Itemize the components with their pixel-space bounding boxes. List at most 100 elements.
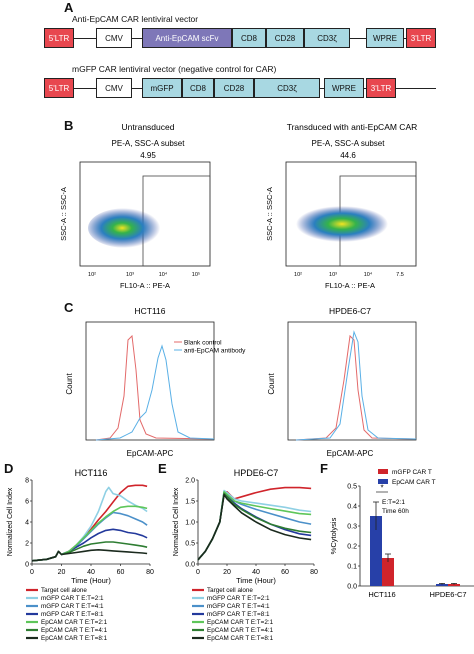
chart-d-ytick-label-2: 4 <box>25 520 29 527</box>
hist-left-title: HCT116 <box>134 306 165 316</box>
chart-e-series-line-1 <box>197 489 312 561</box>
chart-f-category-1: HPDE6-C7 <box>429 590 466 599</box>
chart-e-series-line-0 <box>197 486 312 561</box>
flow-left-xlabel: FL10-A :: PE-A <box>120 281 170 290</box>
chart-e-ytick-label-4: 2.0 <box>185 478 195 485</box>
flow-left-gate-label: PE-A, SSC-A subset <box>112 139 186 148</box>
chart-e-ytick-label-0: 0.0 <box>185 562 195 569</box>
chart-f-ytick-label-1: 0.1 <box>347 564 357 571</box>
chart-f-legend-swatch-1 <box>378 479 388 484</box>
chart-d-xtick-label-3: 60 <box>117 569 125 576</box>
flow-left-xtick-2: 10³ <box>126 272 134 278</box>
flow-right-dot-cloud <box>296 206 388 242</box>
chart-f-ylabel: %Cytolysis <box>329 517 338 554</box>
chart-d-legend-label-3: mGFP CAR T E:T=8:1 <box>41 611 104 618</box>
hist-right-antibody-curve <box>295 330 417 441</box>
chart-d-xtick-label-4: 80 <box>146 569 154 576</box>
vector1-map: 5'LTR CMV Anti-EpCAM scFv CD8 CD28 CD3ζ … <box>44 28 436 48</box>
chart-d-ytick-label-3: 6 <box>25 499 29 506</box>
chart-d-series-line-0 <box>31 484 148 562</box>
vector1-scfv: Anti-EpCAM scFv <box>142 28 232 48</box>
chart-d-series-line-2 <box>31 511 148 562</box>
hist-left-blank-curve <box>95 334 215 441</box>
chart-f-condition-line2: Time 60h <box>382 508 409 515</box>
chart-f-ytick-label-0: 0.0 <box>347 584 357 591</box>
chart-f-ytick-label-2: 0.2 <box>347 544 357 551</box>
chart-f-ytick-label-5: 0.5 <box>347 484 357 491</box>
chart-e-xlabel: Time (Hour) <box>236 576 276 585</box>
chart-d-legend-label-2: mGFP CAR T E:T=4:1 <box>41 603 104 610</box>
flow-right-title: Transduced with anti-EpCAM CAR <box>287 122 418 132</box>
vector1-5ltr: 5'LTR <box>44 28 74 48</box>
vector2-cd28: CD28 <box>214 78 254 98</box>
chart-d-ytick-label-1: 2 <box>25 541 29 548</box>
chart-e-xtick-label-3: 60 <box>281 569 289 576</box>
chart-d-xtick-label-1: 20 <box>58 569 66 576</box>
chart-d-legend-label-0: Target cell alone <box>41 587 87 594</box>
histogram-panel: HCT116 Blank control anti-EpCAM antibody… <box>65 306 417 458</box>
hist-right-blank-curve <box>295 334 417 441</box>
hist-legend-antibody: anti-EpCAM antibody <box>184 348 246 355</box>
chart-e-title: HPDE6-C7 <box>234 468 279 478</box>
chart-f-bar-1-0 <box>448 584 460 586</box>
vector2-5ltr: 5'LTR <box>44 78 74 98</box>
vector1-3ltr: 3'LTR <box>406 28 436 48</box>
flow-cytometry-panel: Untransduced PE-A, SSC-A subset 4.95 SSC… <box>59 122 418 290</box>
vector2-title: mGFP CAR lentiviral vector (negative con… <box>72 64 277 74</box>
flow-left-xtick-4: 10⁵ <box>192 271 200 278</box>
hist-left-xlabel: EpCAM-APC <box>127 449 174 458</box>
chart-e-legend-label-3: mGFP CAR T E:T=8:1 <box>207 611 270 618</box>
flow-right-gate-label: PE-A, SSC-A subset <box>312 139 386 148</box>
chart-d-series-line-6 <box>31 549 148 562</box>
vector2-cd8: CD8 <box>182 78 214 98</box>
vector1-cmv: CMV <box>96 28 132 48</box>
flow-left-xtick-1: 10² <box>88 272 96 278</box>
flow-left-dot-cloud <box>88 208 164 248</box>
flow-left-gate-value: 4.95 <box>140 151 156 160</box>
flow-left-ylabel: SSC-A :: SSC-A <box>59 187 68 241</box>
vector2-cd3z: CD3ζ <box>254 78 320 98</box>
chart-e-series-line-6 <box>197 493 312 561</box>
flow-right-xtick-4: 7.5 <box>396 272 404 278</box>
panel-label-b: B <box>64 118 74 133</box>
chart-d-legend-label-5: EpCAM CAR T E:T=4:1 <box>41 627 108 634</box>
chart-e-xtick-label-2: 40 <box>252 569 260 576</box>
vector2-wpre: WPRE <box>324 78 364 98</box>
hist-left-ylabel: Count <box>65 373 74 395</box>
panel-label-c: C <box>64 300 74 315</box>
panel-label-d: D <box>4 461 14 476</box>
hist-left-frame <box>85 321 215 441</box>
flow-right-xlabel: FL10-A :: PE-A <box>325 281 375 290</box>
hist-right-ylabel: Count <box>267 373 276 395</box>
chart-d-ylabel: Normalized Cell Index <box>7 487 14 556</box>
chart-e-ytick-label-3: 1.5 <box>185 499 195 506</box>
panel-label-f: F <box>320 461 328 476</box>
chart-f-bar-0-1 <box>370 516 382 586</box>
chart-e-series-line-4 <box>197 490 312 561</box>
chart-f-sig-star: * <box>380 484 383 493</box>
flow-right-xtick-1: 10² <box>294 272 302 278</box>
vector2-cmv: CMV <box>96 78 132 98</box>
chart-f-bar-0-0 <box>382 558 394 586</box>
panel-label-e: E <box>158 461 167 476</box>
chart-f-ytick-label-4: 0.4 <box>347 504 357 511</box>
chart-e-legend-label-0: Target cell alone <box>207 587 253 594</box>
chart-e-xtick-label-4: 80 <box>310 569 318 576</box>
chart-f-bar-1-1 <box>436 584 448 586</box>
chart-e-ytick-label-2: 1.0 <box>185 520 195 527</box>
chart-e-legend-label-4: EpCAM CAR T E:T=2:1 <box>207 619 274 626</box>
chart-f-category-0: HCT116 <box>368 590 395 599</box>
flow-right-xtick-3: 10⁴ <box>364 271 373 278</box>
chart-d-ytick-label-4: 8 <box>25 478 29 485</box>
chart-e-ytick-label-1: 0.5 <box>185 541 195 548</box>
vector1-cd28: CD28 <box>266 28 304 48</box>
hist-right-title: HPDE6-C7 <box>329 306 371 316</box>
flow-right-xtick-2: 10³ <box>329 272 337 278</box>
chart-e-xtick-label-1: 20 <box>223 569 231 576</box>
chart-d-legend-label-4: EpCAM CAR T E:T=2:1 <box>41 619 108 626</box>
chart-d-ytick-label-0: 0 <box>25 562 29 569</box>
chart-e-xtick-label-0: 0 <box>196 569 200 576</box>
vector2-mgfp: mGFP <box>142 78 182 98</box>
vector2-map: 5'LTR CMV mGFP CD8 CD28 CD3ζ WPRE 3'LTR <box>44 78 436 98</box>
chart-f-cytolysis: 0.0 0.1 0.2 0.3 0.4 0.5 %Cytolysis HCT116 HPDE6-… <box>329 469 474 599</box>
